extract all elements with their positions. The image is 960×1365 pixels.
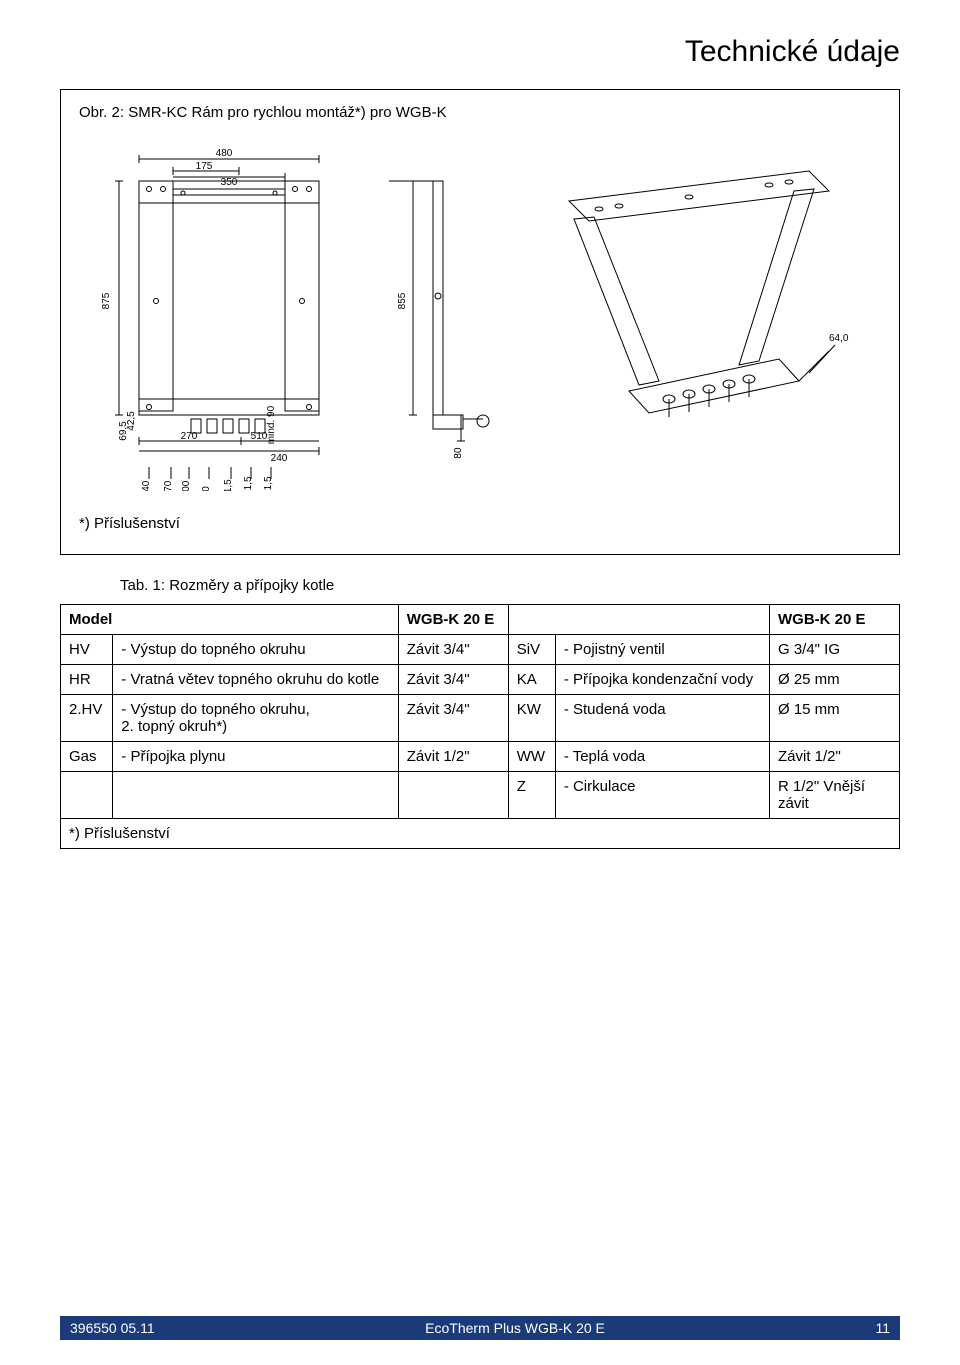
cell-c2: KA [508,665,555,695]
cell-s1: Závit 3/4" [398,635,508,665]
dim-875: 875 [101,292,112,309]
cell-d1: - Výstup do topného okruhu [113,635,398,665]
cell-c2: SiV [508,635,555,665]
table-row: 2.HV - Výstup do topného okruhu, 2. topn… [61,695,900,742]
table-footnote-row: *) Příslušenství [61,819,900,849]
dim-69-5: 69,5 [118,421,129,441]
cell-c1 [61,772,113,819]
cell-s2: Závit 1/2" [770,742,900,772]
page: Technické údaje Obr. 2: SMR-KC Rám pro r… [0,0,960,1365]
cell-d1 [113,772,398,819]
cell-c2: KW [508,695,555,742]
dim-855: 855 [397,292,408,309]
iso-view-drawing: 64,0 [509,141,849,461]
cell-s2: Ø 15 mm [770,695,900,742]
cell-d1: - Vratná větev topného okruhu do kotle [113,665,398,695]
cell-s1: Závit 3/4" [398,695,508,742]
cell-s1: Závit 1/2" [398,742,508,772]
table-row: HR - Vratná větev topného okruhu do kotl… [61,665,900,695]
cell-c2: Z [508,772,555,819]
dim-iso-64: 64,0 [829,333,849,344]
front-view-drawing: 480 175 350 875 270 510 240 42,5 69,5 mi… [79,141,379,491]
cell-d2: - Cirkulace [555,772,769,819]
table-caption: Tab. 1: Rozměry a přípojky kotle [120,577,900,594]
cell-c1: Gas [61,742,113,772]
cell-s1: Závit 3/4" [398,665,508,695]
table-header-row: Model WGB-K 20 E WGB-K 20 E [61,605,900,635]
cell-d1: - Výstup do topného okruhu, 2. topný okr… [113,695,398,742]
cell-s2: R 1/2" Vnější závit [770,772,900,819]
th-spec2: WGB-K 20 E [770,605,900,635]
cell-d2: - Pojistný ventil [555,635,769,665]
cell-c1: 2.HV [61,695,113,742]
dim-175: 175 [196,161,213,172]
dim-b151-5: 151,5 [243,476,254,491]
accessory-note-1: *) Příslušenství [79,515,881,532]
dim-b100: 100 [181,480,192,491]
cell-s2: Ø 25 mm [770,665,900,695]
dim-270: 270 [181,431,198,442]
cell-d1: - Přípojka plynu [113,742,398,772]
page-title: Technické údaje [60,35,900,69]
cell-d2: - Studená voda [555,695,769,742]
footer-left: 396550 05.11 [70,1320,155,1336]
cell-c1: HR [61,665,113,695]
accessory-note-2: *) Příslušenství [61,819,900,849]
dim-480: 480 [216,148,233,159]
dim-240r: 240 [271,453,288,464]
footer-bar: 396550 05.11 EcoTherm Plus WGB-K 20 E 11 [60,1316,900,1340]
dim-b81-5: 81,5 [223,479,234,491]
dim-b170: 170 [163,480,174,491]
dim-b221-5: 221,5 [263,476,274,491]
cell-c2: WW [508,742,555,772]
dim-mind90: mind. 90 [266,405,277,444]
th-blank [508,605,769,635]
figure-box: Obr. 2: SMR-KC Rám pro rychlou montáž*) … [60,89,900,555]
th-model: Model [61,605,399,635]
spec-table: Model WGB-K 20 E WGB-K 20 E HV - Výstup … [60,604,900,849]
table-body: HV - Výstup do topného okruhu Závit 3/4"… [61,635,900,849]
figure-caption: Obr. 2: SMR-KC Rám pro rychlou montáž*) … [79,104,881,121]
dim-350: 350 [221,177,238,188]
footer-right: 11 [875,1320,890,1336]
cell-c1: HV [61,635,113,665]
dim-b0: 0 [201,486,212,491]
cell-d2: - Teplá voda [555,742,769,772]
dim-b240: 240 [141,480,152,491]
cell-s1 [398,772,508,819]
dim-80: 80 [453,447,464,459]
diagram-row: 480 175 350 875 270 510 240 42,5 69,5 mi… [79,131,881,509]
table-row: Gas - Přípojka plynu Závit 1/2" WW - Tep… [61,742,900,772]
side-view-drawing: 855 80 [389,141,499,491]
footer-center: EcoTherm Plus WGB-K 20 E [425,1320,605,1336]
cell-s2: G 3/4" IG [770,635,900,665]
th-spec1: WGB-K 20 E [398,605,508,635]
cell-d2: - Přípojka kondenzační vody [555,665,769,695]
table-row: HV - Výstup do topného okruhu Závit 3/4"… [61,635,900,665]
table-row: Z - Cirkulace R 1/2" Vnější závit [61,772,900,819]
